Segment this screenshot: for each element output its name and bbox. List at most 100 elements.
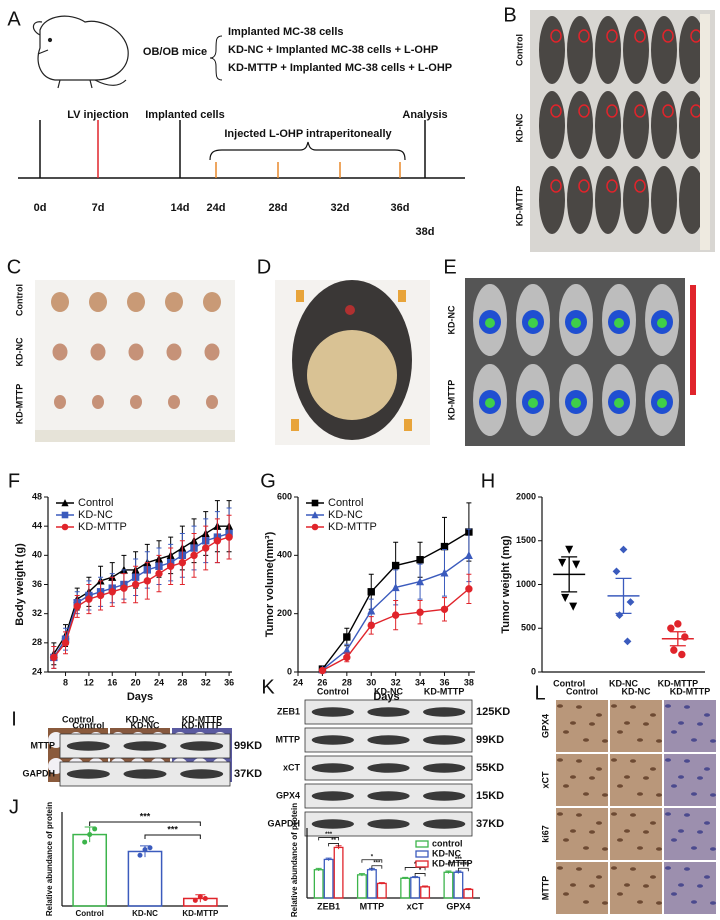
mouse [651, 91, 677, 159]
signal-core [657, 318, 667, 328]
marker [50, 653, 58, 662]
marker [73, 602, 81, 611]
y-tick-label: 28 [32, 637, 42, 647]
tumor-mark [578, 29, 590, 43]
nucleus [583, 900, 589, 904]
tumor [165, 292, 183, 312]
nucleus [596, 713, 602, 717]
panel-letter: K [261, 676, 275, 698]
nucleus [630, 867, 636, 871]
nucleus [643, 884, 649, 888]
day-label: 7d [92, 202, 105, 214]
nucleus [557, 866, 563, 870]
ihc-image [664, 808, 716, 860]
mouse [595, 91, 621, 159]
column-label: KD-MTTP [670, 686, 711, 696]
tumor-mark [550, 104, 562, 118]
band [123, 741, 167, 751]
x-tick-label: 36 [439, 677, 449, 687]
x-tick-label: Control [553, 678, 585, 688]
nucleus [630, 759, 636, 763]
marker [318, 666, 327, 675]
legend-swatch [415, 840, 429, 848]
y-tick-label: 36 [32, 579, 42, 589]
mouse-drawing [32, 15, 129, 89]
row-label: xCT [283, 762, 301, 772]
significance-bracket [457, 867, 469, 872]
nucleus [665, 758, 671, 762]
marker [155, 569, 163, 578]
ihc-image [664, 700, 716, 752]
nucleus [710, 793, 716, 797]
treatment-label: Injected L-OHP intraperitoneally [224, 128, 392, 140]
marker [626, 598, 635, 606]
error-bar [315, 867, 322, 871]
error-bar [378, 882, 385, 885]
marker [120, 584, 128, 592]
day-label: 32d [331, 202, 350, 214]
column-label: Control [566, 686, 598, 696]
marker [202, 544, 210, 552]
point [87, 832, 93, 838]
nucleus [691, 738, 697, 742]
marker [342, 645, 351, 654]
nucleus [704, 821, 710, 825]
nucleus [643, 830, 649, 834]
tumor-mark [662, 29, 674, 43]
y-tick-label: 48 [32, 491, 42, 501]
row-label: GPX4 [540, 714, 550, 738]
row-label: KD-NC [14, 337, 24, 366]
x-axis-title: Days [373, 691, 399, 703]
ihc-image [556, 862, 608, 914]
nucleus [637, 846, 643, 850]
marker [391, 561, 400, 570]
marker [166, 562, 175, 570]
nucleus [589, 776, 595, 780]
nucleus [678, 775, 684, 779]
nucleus [570, 829, 576, 833]
tumor [204, 343, 220, 361]
strain-label: OB/OB mice [143, 46, 207, 58]
mouse [595, 166, 621, 234]
bar [366, 869, 377, 899]
nucleus [596, 875, 602, 879]
day-label: 36d [391, 202, 410, 214]
marker [464, 551, 473, 560]
nucleus [684, 867, 690, 871]
significance-label: *** [325, 832, 333, 838]
row-label: KD-MTTP [514, 186, 524, 227]
ihc-image [610, 862, 662, 914]
x-tick-label: 24 [293, 677, 303, 687]
marker [61, 639, 70, 647]
point [92, 826, 98, 832]
x-tick-label: 20 [131, 677, 141, 687]
nucleus [671, 892, 677, 896]
nucleus [704, 767, 710, 771]
ihc-image [556, 808, 608, 860]
nucleus [650, 713, 656, 717]
tumor-mark [634, 29, 646, 43]
panel-letter: E [443, 256, 456, 278]
marker [678, 650, 686, 659]
size-label: 99KD [476, 734, 504, 746]
size-label: 125KD [476, 706, 510, 718]
ihc-image [556, 700, 608, 752]
nucleus [617, 892, 623, 896]
sem-bar [669, 631, 686, 647]
row-label: GAPDH [267, 818, 300, 828]
band [311, 707, 354, 717]
nucleus [656, 739, 662, 743]
nucleus [697, 884, 703, 888]
signal-core [571, 318, 581, 328]
tumor-mark [662, 104, 674, 118]
nucleus [570, 775, 576, 779]
y-tick-label: 0 [531, 666, 536, 676]
band [123, 769, 167, 779]
column-label: Control [62, 714, 94, 724]
tumor-mark [634, 179, 646, 193]
marker [311, 511, 319, 519]
band [423, 735, 466, 745]
panel-letter: D [257, 256, 271, 278]
